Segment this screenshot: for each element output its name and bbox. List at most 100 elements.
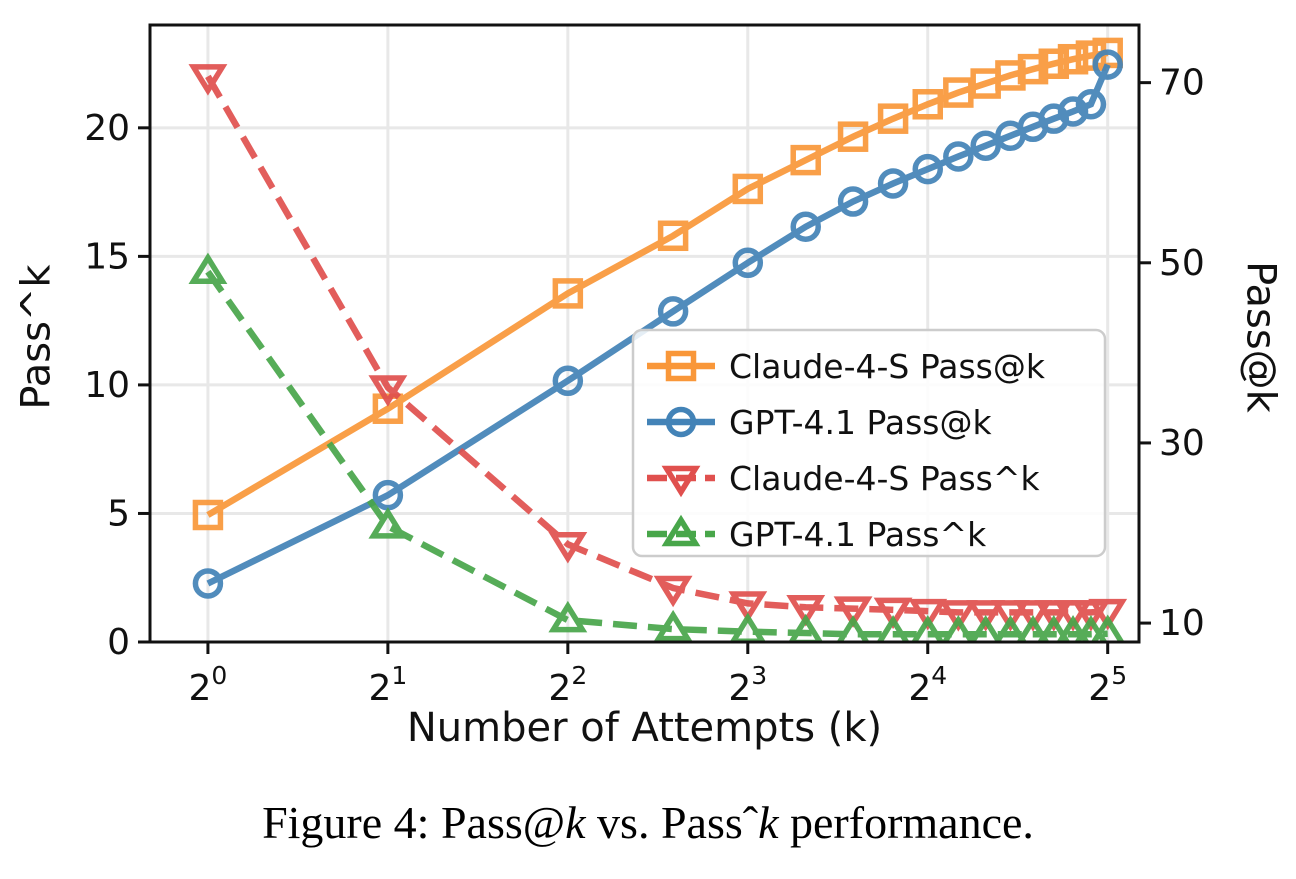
y-tick-label-left: 20 <box>84 108 130 149</box>
caption-text: Pass@ <box>440 797 566 848</box>
marker-circle <box>1092 49 1123 80</box>
y-tick-label-left: 0 <box>107 622 130 663</box>
marker-circle <box>790 211 821 243</box>
series-claude-4-s-pass-k <box>192 37 1123 531</box>
caption-math-k: k <box>565 797 586 848</box>
figure-caption: Figure 4: Pass@k vs. Passˆk performance. <box>0 796 1296 849</box>
x-tick-label: 22 <box>548 661 587 709</box>
plot-border <box>148 23 1141 644</box>
marker-triangle-down <box>1034 600 1074 632</box>
legend-entry-claude-4-s-pass-k: Claude-4-S Pass^k <box>647 459 1041 498</box>
marker-triangle-up <box>368 507 408 539</box>
marker-square <box>192 499 224 531</box>
marker-square <box>552 278 584 309</box>
y-tick-label-left: 15 <box>84 236 130 277</box>
marker-circle <box>657 296 689 327</box>
y-tick-label-right: 50 <box>1159 243 1205 284</box>
caption-text: ˆ <box>742 797 759 848</box>
marker-circle <box>1075 89 1107 120</box>
marker-circle <box>552 365 584 397</box>
marker-square <box>790 144 821 176</box>
marker-triangle-up <box>1037 615 1071 642</box>
x-tick-label: 23 <box>728 661 767 709</box>
left-axis-title: Pass^k <box>13 264 60 410</box>
caption-math-k: k <box>758 797 779 848</box>
marker-square <box>732 173 764 205</box>
legend-marker-circle <box>665 406 697 438</box>
series-gpt-4-1-pass-k <box>188 252 1125 642</box>
tick-labels: 0 5 10 15 20 10 30 50 70 20 21 22 23 24 25 <box>84 63 1205 709</box>
y-tick-label-right: 70 <box>1159 63 1205 104</box>
y-tick-label-left: 5 <box>107 493 130 534</box>
marker-square <box>837 121 869 152</box>
tick-marks <box>138 81 1151 654</box>
marker-circle <box>970 130 1001 161</box>
marker-triangle-down <box>833 596 873 628</box>
marker-triangle-up <box>911 615 945 642</box>
marker-square <box>877 103 909 134</box>
marker-triangle-up <box>788 613 824 642</box>
x-tick-label: 20 <box>189 661 228 709</box>
x-tick-label: 25 <box>1088 661 1127 709</box>
legend-marker-square <box>665 350 697 382</box>
y-tick-label-right: 10 <box>1159 603 1205 644</box>
x-tick-label: 21 <box>368 661 407 709</box>
marker-triangle-up <box>1016 615 1050 642</box>
marker-circle <box>912 153 943 185</box>
marker-triangle-down <box>188 64 228 96</box>
marker-triangle-down <box>990 600 1030 632</box>
marker-triangle-up <box>653 609 693 642</box>
marker-triangle-down <box>653 575 693 608</box>
marker-triangle-down <box>908 598 948 631</box>
legend-marker-triangle-up <box>661 514 701 547</box>
marker-square <box>1038 48 1070 79</box>
x-axis-title: Number of Attempts (k) <box>406 705 883 751</box>
legend-marker-triangle-down <box>661 465 701 498</box>
marker-square <box>372 393 404 424</box>
marker-triangle-up <box>836 615 870 642</box>
legend-entry-gpt-4-1-pass-k: GPT-4.1 Pass^k <box>647 514 987 554</box>
legend-label: GPT-4.1 Pass@k <box>729 403 993 442</box>
legend-label: Claude-4-S Pass@k <box>729 347 1046 386</box>
marker-circle <box>877 168 909 199</box>
legend-label: Claude-4-S Pass^k <box>729 459 1041 498</box>
legend-entry-claude-4-s-pass-k: Claude-4-S Pass@k <box>647 347 1046 386</box>
marker-triangle-down <box>368 375 408 407</box>
marker-triangle-up <box>876 615 910 642</box>
caption-text: Figure 4: <box>262 797 441 848</box>
marker-triangle-down <box>786 595 826 627</box>
marker-square <box>912 89 943 120</box>
x-tick-label: 24 <box>908 661 947 709</box>
marker-triangle-up <box>993 615 1028 642</box>
caption-text: vs. <box>585 797 661 848</box>
marker-circle <box>732 247 764 279</box>
marker-triangle-up <box>1090 614 1125 642</box>
marker-triangle-up <box>548 600 588 633</box>
series-layer <box>188 37 1128 642</box>
marker-triangle-down <box>1088 598 1128 631</box>
marker-circle <box>943 141 974 172</box>
marker-triangle-up <box>188 252 228 285</box>
caption-text: performance. <box>778 797 1034 848</box>
marker-triangle-down <box>728 591 768 623</box>
legend: Claude-4-S Pass@k GPT-4.1 Pass@k Claude-4-… <box>631 328 1107 558</box>
series-claude-4-s-pass-k <box>188 64 1128 632</box>
chart-canvas: 0 5 10 15 20 10 30 50 70 20 21 22 23 24 25 Claude-4-S P… <box>84 23 1205 709</box>
caption-text: Pass <box>660 797 743 848</box>
legend-box <box>631 328 1107 558</box>
legend-entry-gpt-4-1-pass-k: GPT-4.1 Pass@k <box>647 403 993 442</box>
marker-triangle-down <box>548 532 588 564</box>
marker-triangle-up <box>1056 615 1090 642</box>
marker-square <box>1017 53 1049 85</box>
marker-circle <box>837 186 869 217</box>
marker-triangle-down <box>938 600 978 632</box>
marker-square <box>1057 43 1089 75</box>
marker-triangle-down <box>1053 600 1093 632</box>
legend-label: GPT-4.1 Pass^k <box>729 515 987 554</box>
marker-triangle-down <box>966 600 1006 632</box>
marker-triangle-up <box>941 615 975 642</box>
marker-circle <box>1057 96 1089 127</box>
y-tick-label-right: 30 <box>1159 423 1205 464</box>
marker-triangle-up <box>969 615 1003 642</box>
